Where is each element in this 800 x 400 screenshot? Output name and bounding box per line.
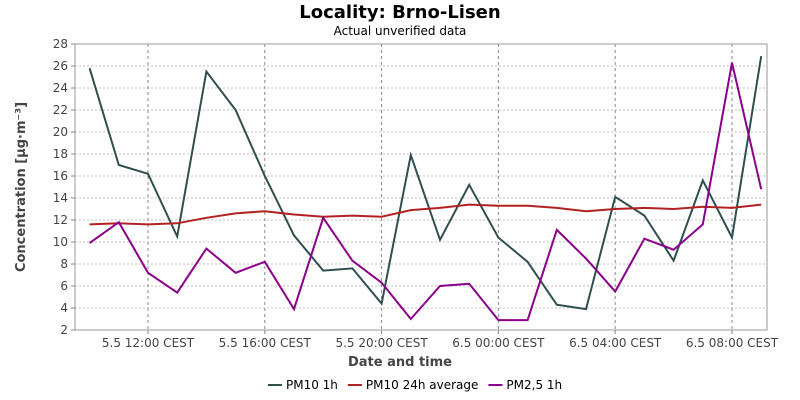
y-tick-label: 4 [60, 301, 68, 315]
y-tick-label: 22 [53, 103, 68, 117]
y-tick-label: 6 [60, 279, 68, 293]
y-axis-label: Concentration [µg·m⁻³] [14, 102, 29, 272]
y-tick-label: 10 [53, 235, 68, 249]
y-tick-label: 2 [60, 323, 68, 337]
legend-item-label: PM2,5 1h [506, 378, 562, 392]
x-tick-label: 6.5 00:00 CEST [452, 336, 545, 350]
series-line-pm10-1h [88, 55, 763, 311]
y-tick-label: 14 [53, 191, 68, 205]
y-tick-label: 16 [53, 169, 68, 183]
y-tick-label: 24 [53, 81, 68, 95]
y-tick-label: 8 [60, 257, 68, 271]
x-axis-ticks: 5.5 12:00 CEST 5.5 16:00 CEST 5.5 20:00 CE… [102, 330, 779, 350]
x-tick-label: 5.5 12:00 CEST [102, 336, 195, 350]
x-tick-label: 6.5 04:00 CEST [569, 336, 662, 350]
legend: PM10 1h PM10 24h average PM2,5 1h [268, 378, 562, 392]
chart-title: Locality: Brno-Lisen [299, 2, 500, 23]
plot-area [74, 43, 768, 331]
legend-item-label: PM10 1h [286, 378, 338, 392]
y-tick-label: 26 [53, 59, 68, 73]
chart-subtitle: Actual unverified data [334, 24, 467, 38]
series-line-pm10-24h-average [89, 203, 762, 226]
y-tick-label: 12 [53, 213, 68, 227]
x-tick-label: 6.5 08:00 CEST [686, 336, 779, 350]
x-axis-label: Date and time [348, 355, 452, 370]
y-tick-label: 18 [53, 147, 68, 161]
x-tick-label: 5.5 20:00 CEST [335, 336, 428, 350]
series-line-pm2-5-1h [89, 62, 763, 322]
y-tick-label: 20 [53, 125, 68, 139]
x-tick-label: 5.5 16:00 CEST [219, 336, 312, 350]
y-tick-label: 28 [53, 37, 68, 51]
series-group [88, 55, 763, 322]
legend-item-label: PM10 24h average [366, 378, 479, 392]
